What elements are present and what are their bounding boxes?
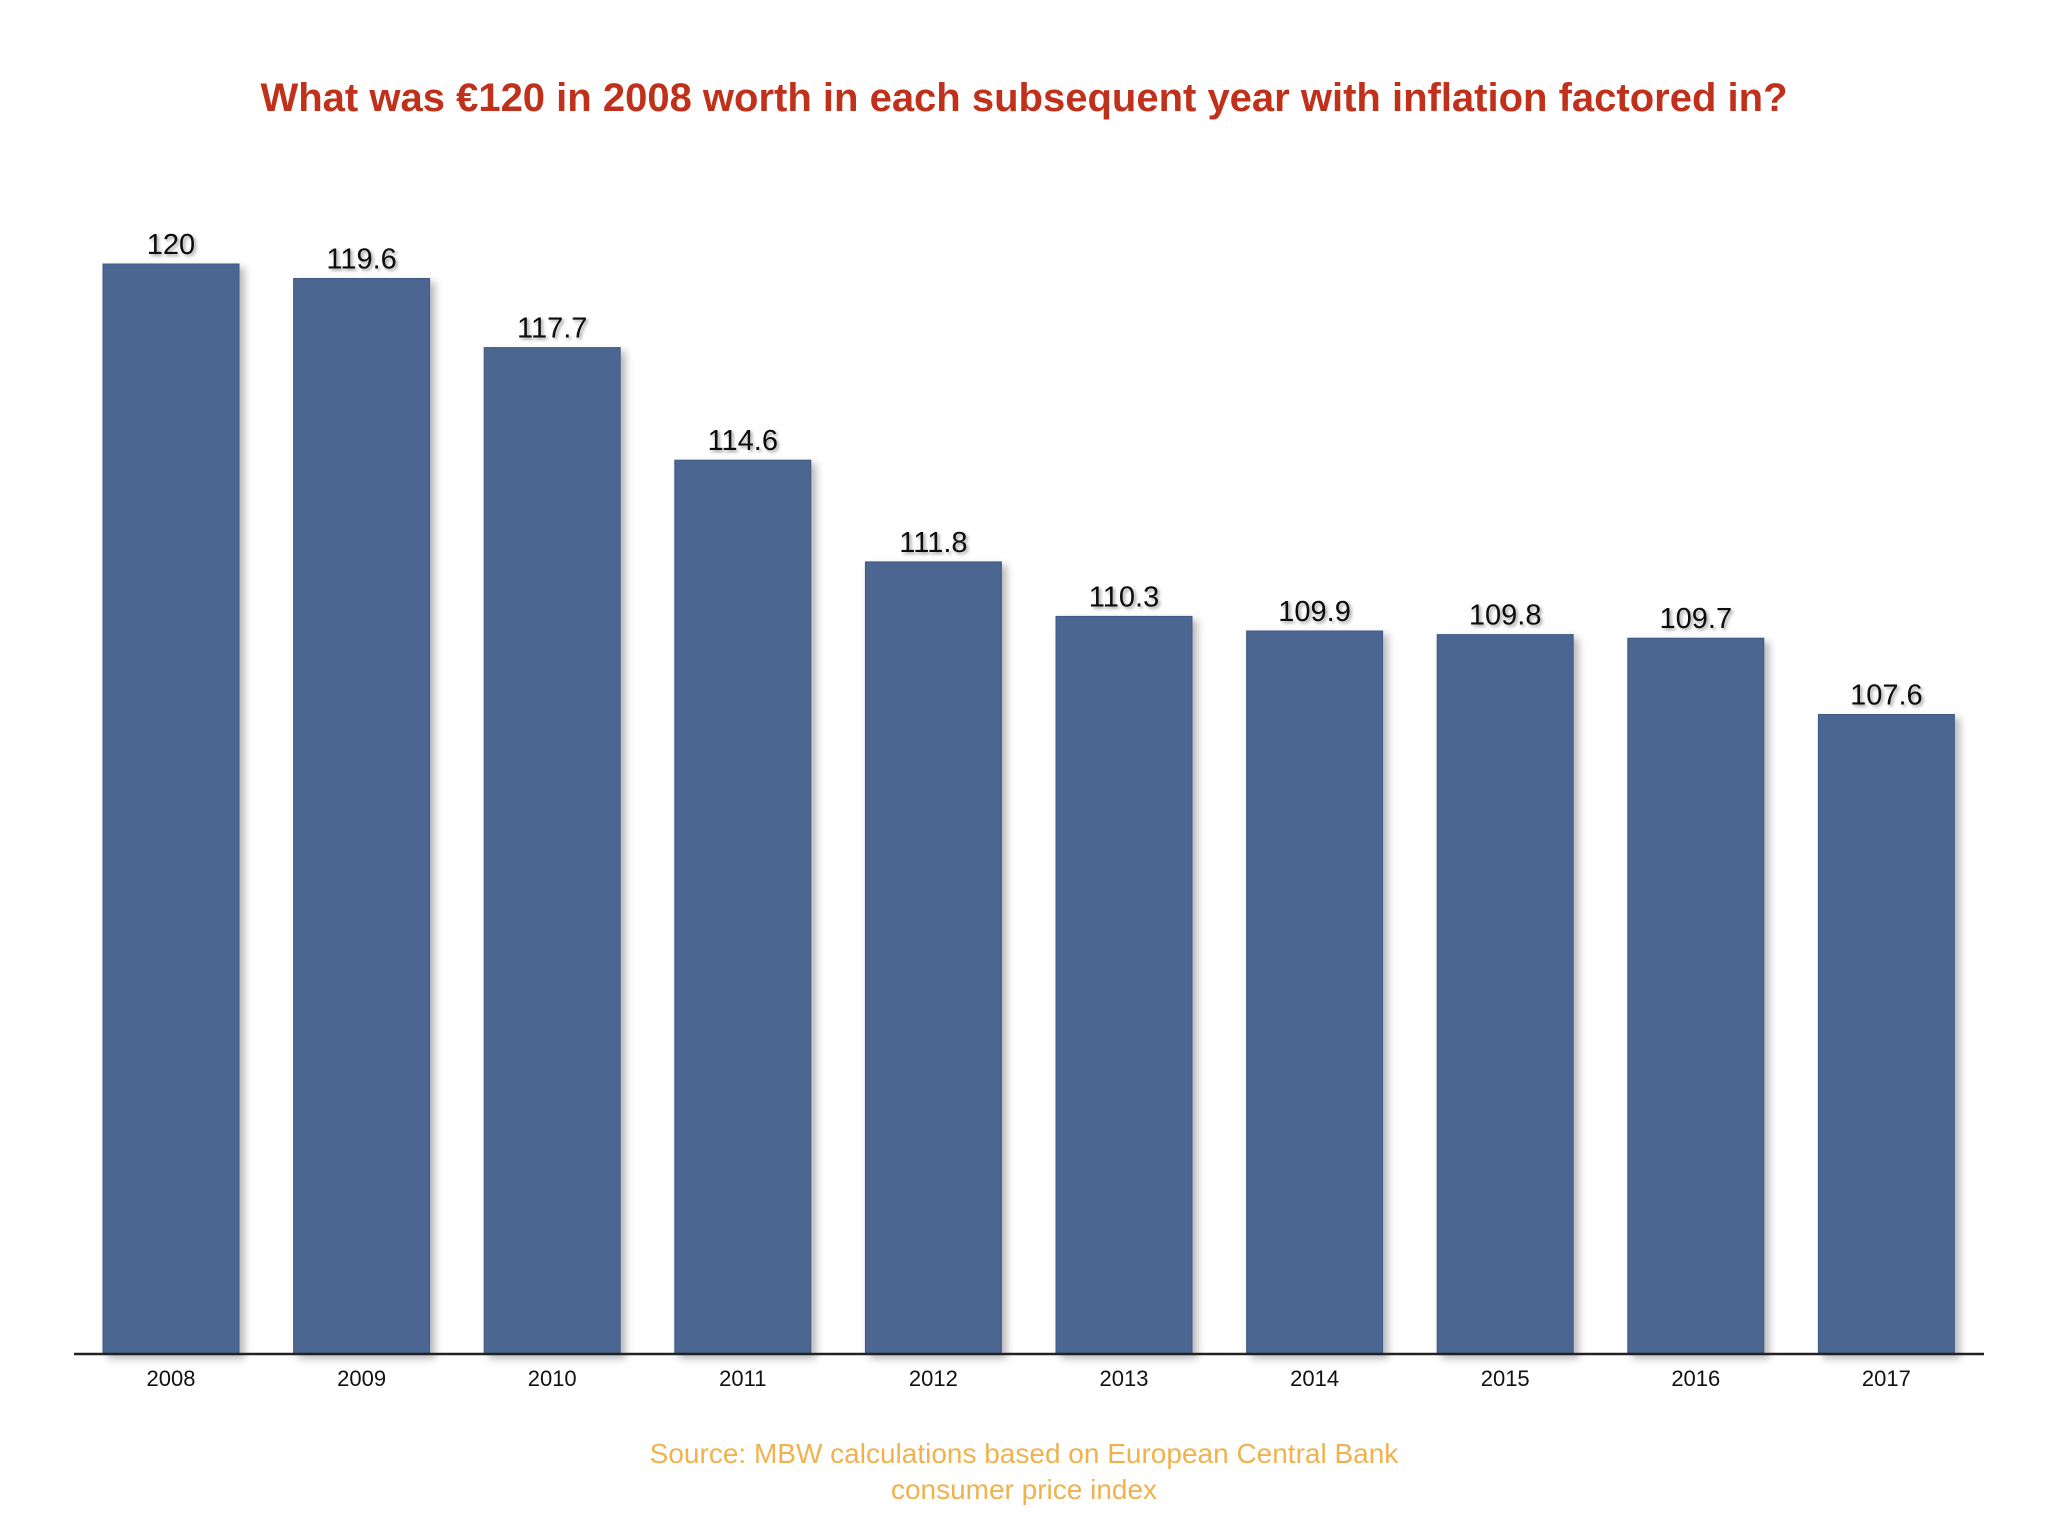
x-tick-label-2013: 2013 (1100, 1366, 1149, 1391)
value-label-2008: 120 (147, 229, 195, 261)
value-label-2015: 109.8 (1469, 600, 1542, 632)
value-label-2014: 109.9 (1278, 596, 1351, 628)
value-label-2010: 117.7 (517, 313, 587, 345)
bar-2014 (1246, 630, 1384, 1355)
x-tick-label-2009: 2009 (337, 1366, 386, 1391)
source-line-1: Source: MBW calculations based on Europe… (649, 1438, 1399, 1469)
value-label-2012: 111.8 (899, 527, 967, 559)
x-tick-label-2012: 2012 (909, 1366, 958, 1391)
bar-2012 (864, 561, 1002, 1355)
x-tick-label-2014: 2014 (1290, 1366, 1339, 1391)
x-tick-label-2016: 2016 (1671, 1366, 1720, 1391)
source-note: Source: MBW calculations based on Europe… (0, 1436, 2048, 1508)
value-labels-layer: 120 119.6 117.7 114.6 111.8 110.3 109.9 109.8 10… (147, 229, 1923, 712)
value-label-2009: 119.6 (326, 244, 396, 276)
bar-2017 (1817, 714, 1955, 1355)
x-tick-label-2015: 2015 (1481, 1366, 1530, 1391)
bars-layer (102, 263, 1955, 1355)
bar-2015 (1436, 634, 1574, 1355)
value-label-2011: 114.6 (708, 425, 778, 457)
bar-2011 (674, 459, 812, 1355)
x-tick-labels: 2008 2009 2010 2011 2012 2013 2014 2015 2016 2017 (147, 1366, 1911, 1391)
bar-2016 (1627, 637, 1765, 1355)
bar-2013 (1055, 615, 1193, 1355)
chart-title: What was €120 in 2008 worth in each subs… (260, 76, 1788, 120)
bar-2010 (483, 347, 621, 1355)
value-label-2017: 107.6 (1850, 680, 1923, 712)
x-tick-label-2011: 2011 (719, 1366, 766, 1391)
x-tick-label-2010: 2010 (528, 1366, 577, 1391)
bar-2009 (293, 278, 431, 1355)
x-tick-label-2008: 2008 (147, 1366, 196, 1391)
source-line-2: consumer price index (890, 1474, 1158, 1505)
bar-chart: 120 119.6 117.7 114.6 111.8 110.3 109.9 109.8 10… (74, 229, 1984, 1391)
value-label-2016: 109.7 (1660, 603, 1733, 635)
value-label-2013: 110.3 (1089, 581, 1159, 613)
x-tick-label-2017: 2017 (1862, 1366, 1911, 1391)
bar-2008 (102, 263, 240, 1355)
